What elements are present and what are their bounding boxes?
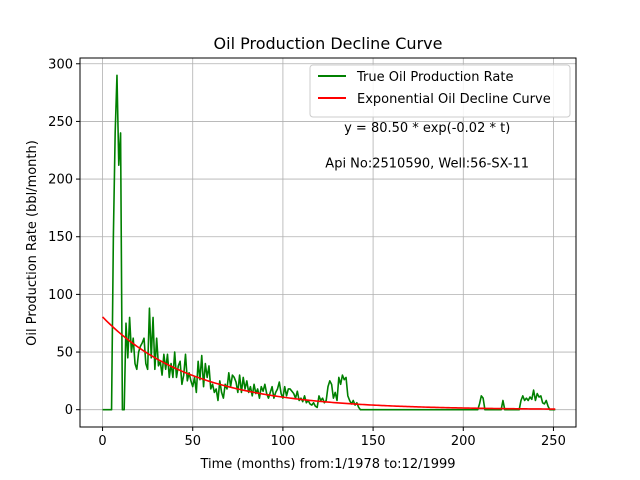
x-axis-label: Time (months) from:1/1978 to:12/1999 bbox=[199, 457, 455, 472]
series-line-true-rate bbox=[102, 74, 556, 411]
x-tick-label: 100 bbox=[270, 434, 295, 449]
y-tick-label: 0 bbox=[65, 403, 73, 418]
x-tick-label: 50 bbox=[184, 434, 201, 449]
y-axis-ticks: 0 50 100 150 200 250 300 bbox=[48, 57, 80, 418]
well-annotation: Api No:2510590, Well:56-SX-11 bbox=[325, 157, 529, 172]
x-tick-label: 0 bbox=[98, 434, 106, 449]
chart-title: Oil Production Decline Curve bbox=[214, 34, 443, 53]
y-tick-label: 250 bbox=[48, 115, 73, 130]
x-tick-label: 200 bbox=[451, 434, 476, 449]
legend: True Oil Production Rate Exponential Oil… bbox=[309, 64, 571, 118]
y-tick-label: 200 bbox=[48, 173, 73, 188]
x-tick-label: 150 bbox=[361, 434, 386, 449]
plot-frame bbox=[79, 57, 577, 428]
legend-label-true-rate: True Oil Production Rate bbox=[356, 70, 513, 85]
grid-layer bbox=[80, 58, 576, 427]
x-axis-ticks: 0 50 100 150 200 250 bbox=[98, 427, 566, 449]
y-tick-label: 50 bbox=[56, 346, 73, 361]
series-layer bbox=[101, 74, 556, 411]
y-axis-label: Oil Production Rate (bbl/month) bbox=[25, 140, 40, 346]
legend-box bbox=[309, 64, 571, 118]
y-tick-label: 150 bbox=[48, 230, 73, 245]
y-tick-label: 100 bbox=[48, 288, 73, 303]
y-tick-label: 300 bbox=[48, 57, 73, 72]
series-line-exponential bbox=[101, 316, 556, 410]
legend-label-exponential: Exponential Oil Decline Curve bbox=[357, 92, 551, 107]
x-tick-label: 250 bbox=[541, 434, 566, 449]
equation-annotation: y = 80.50 * exp(-0.02 * t) bbox=[344, 121, 510, 136]
